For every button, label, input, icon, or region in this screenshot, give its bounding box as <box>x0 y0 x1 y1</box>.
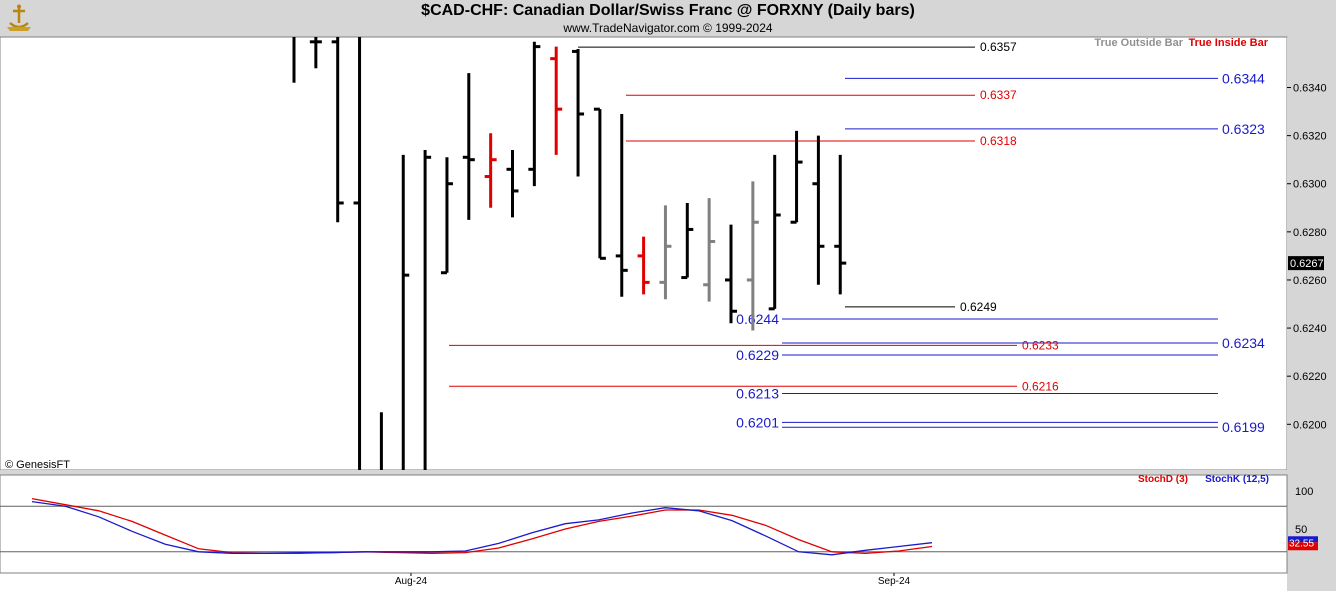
date-axis: Aug-24 Sep-24 <box>395 573 911 587</box>
y-tick-label: 0.6240 <box>1293 323 1327 335</box>
y-tick-label: 0.6200 <box>1293 419 1327 431</box>
stoch-tick-label: 100 <box>1295 486 1313 498</box>
legend-inside-bar: True Inside Bar <box>1189 37 1269 49</box>
stochastic-panel: 100 50 32.55 <box>0 474 1318 574</box>
last-price-box <box>1288 256 1324 271</box>
y-tick-label: 0.6300 <box>1293 179 1327 191</box>
level-label: 0.6213 <box>736 386 779 402</box>
y-tick-label: 0.6260 <box>1293 275 1327 287</box>
legend-outside-bar: True Outside Bar <box>1094 37 1183 49</box>
stochd-line <box>31 497 933 554</box>
y-tick-label: 0.6220 <box>1293 371 1327 383</box>
chart-title: $CAD-CHF: Canadian Dollar/Swiss Franc @ … <box>421 2 915 19</box>
level-label: 0.6216 <box>1022 379 1059 393</box>
chart-subtitle: www.TradeNavigator.com © 1999-2024 <box>563 21 773 35</box>
price-axis: 0.6340 0.6320 0.6300 0.6280 0.6260 0.6240 0.62… <box>1287 83 1327 431</box>
panel-separator <box>0 470 1287 475</box>
level-label: 0.6233 <box>1022 338 1059 352</box>
y-tick-label: 0.6280 <box>1293 227 1327 239</box>
level-label: 0.6249 <box>960 300 997 314</box>
price-bars <box>292 37 847 470</box>
copyright-label: © GenesisFT <box>5 459 70 471</box>
level-label: 0.6344 <box>1222 70 1265 86</box>
level-label: 0.6229 <box>736 347 779 363</box>
stochk-value-box <box>1288 536 1318 543</box>
level-label: 0.6234 <box>1222 335 1265 351</box>
y-tick-label: 0.6340 <box>1293 83 1327 95</box>
x-tick-label: Aug-24 <box>395 576 428 587</box>
stoch-tick-label: 50 <box>1295 524 1307 536</box>
level-label: 0.6244 <box>736 311 779 327</box>
level-label: 0.6199 <box>1222 419 1265 435</box>
stoch-last-label: 32.55 <box>1289 538 1314 549</box>
stochd-value-box <box>1288 542 1318 551</box>
stoch-panel-border <box>0 474 1288 574</box>
level-lines: 0.6357 0.6344 0.6337 0.6323 0.6318 0.6249 0.62… <box>449 40 1265 435</box>
level-label: 0.6357 <box>980 40 1017 54</box>
chart-header <box>0 0 1336 37</box>
level-label: 0.6201 <box>736 414 779 430</box>
x-tick-label: Sep-24 <box>878 576 911 587</box>
last-price-label: 0.6267 <box>1290 258 1324 270</box>
level-label: 0.6323 <box>1222 121 1265 137</box>
axis-background <box>1287 37 1336 591</box>
stochk-line <box>31 500 933 556</box>
legend-stochk: StochK (12,5) <box>1205 474 1269 485</box>
genesis-logo-icon <box>4 3 34 33</box>
y-tick-label: 0.6320 <box>1293 131 1327 143</box>
level-label: 0.6337 <box>980 88 1017 102</box>
level-label: 0.6318 <box>980 134 1017 148</box>
chart-frame <box>0 36 1336 591</box>
legend-stochd: StochD (3) <box>1138 474 1188 485</box>
